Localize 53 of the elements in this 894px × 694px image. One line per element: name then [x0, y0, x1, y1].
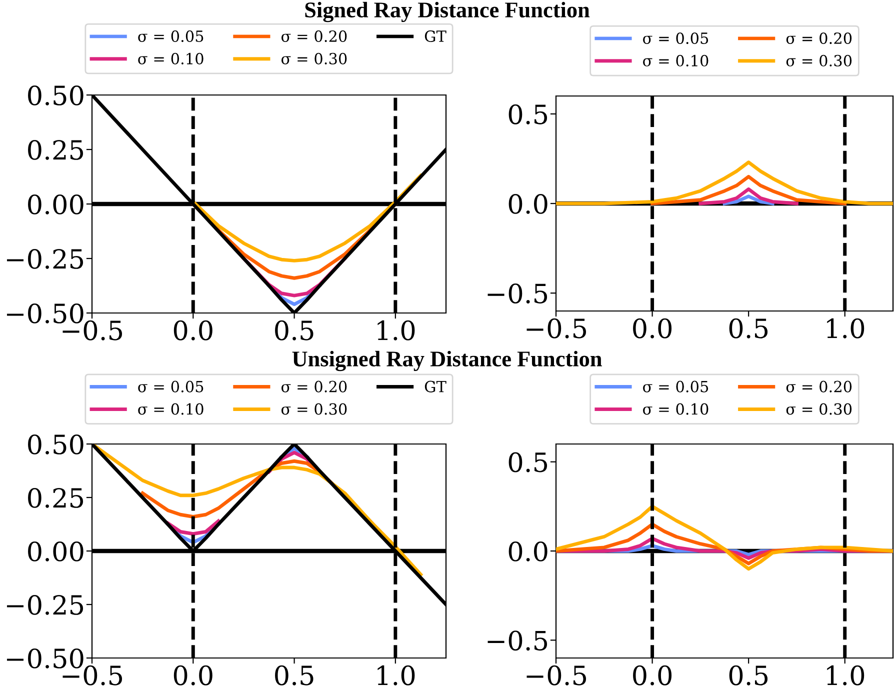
line-series [698, 187, 798, 206]
legend-label: σ = 0.30 [281, 52, 347, 64]
y-tick-label: 0.5 [508, 104, 548, 124]
legend-label: σ = 0.05 [643, 380, 708, 392]
y-tick-label: −0.25 [6, 248, 84, 269]
y-tick-label: 0.25 [28, 488, 84, 508]
x-tick-label: 1.0 [827, 318, 864, 338]
chart-title: Signed Ray Distance Function [305, 2, 590, 22]
y-tick-label: −0.5 [488, 284, 548, 304]
legend-label: σ = 0.10 [138, 52, 204, 64]
legend-label: σ = 0.30 [786, 403, 852, 415]
x-tick-label: 0.0 [633, 318, 672, 338]
y-tick-label: 0.25 [28, 140, 84, 160]
legend-label: σ = 0.10 [138, 403, 204, 415]
x-tick-label: 0.0 [174, 665, 212, 686]
y-tick-label: 0.0 [508, 541, 548, 562]
legend-label: σ = 0.05 [138, 30, 204, 42]
x-tick-label: 0.0 [633, 665, 672, 686]
legend-label: GT [424, 30, 446, 42]
line-series [92, 444, 422, 576]
y-tick-label: −0.5 [488, 630, 548, 651]
legend-label: GT [424, 380, 446, 392]
legend-label: σ = 0.20 [786, 32, 852, 44]
legend-label: σ = 0.30 [786, 54, 852, 66]
x-tick-label: 0.5 [275, 665, 314, 686]
legend-label: σ = 0.05 [643, 32, 708, 44]
x-tick-label: 1.0 [378, 665, 415, 686]
x-tick-label: −0.5 [526, 318, 586, 338]
x-tick-label: 0.5 [729, 665, 768, 686]
legend-label: σ = 0.05 [138, 380, 204, 392]
legend-label: σ = 0.20 [786, 380, 852, 392]
y-tick-label: 0.5 [508, 452, 548, 472]
legend-label: σ = 0.10 [643, 54, 708, 66]
chart-title: Unsigned Ray Distance Function [292, 350, 602, 372]
x-tick-label: 0.0 [174, 320, 212, 340]
y-tick-label: 0.00 [28, 194, 84, 214]
y-tick-label: 0.0 [508, 194, 548, 214]
x-tick-label: 1.0 [827, 665, 864, 686]
legend-label: σ = 0.30 [281, 403, 347, 415]
line-series [650, 174, 847, 206]
legend-label: σ = 0.20 [281, 30, 347, 42]
line-series [556, 504, 893, 571]
y-tick-label: 0.50 [28, 85, 84, 106]
x-tick-label: 0.5 [729, 318, 768, 338]
legend-label: σ = 0.20 [281, 380, 347, 392]
y-tick-label: 0.00 [28, 541, 84, 562]
x-tick-label: −0.5 [526, 665, 586, 686]
y-tick-label: 0.50 [28, 434, 84, 454]
x-tick-label: 1.0 [378, 320, 415, 340]
legend-label: σ = 0.10 [643, 403, 708, 415]
line-series [556, 160, 893, 206]
y-tick-label: −0.25 [6, 594, 84, 615]
x-tick-label: 0.5 [275, 320, 314, 340]
